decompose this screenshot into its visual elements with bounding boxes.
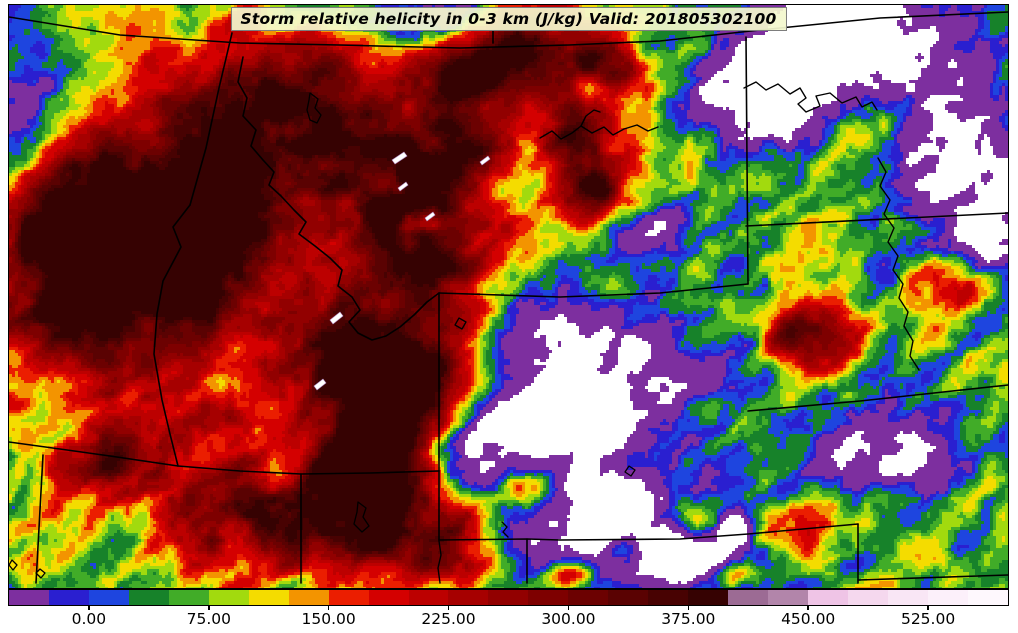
plot-title: Storm relative helicity in 0-3 km (J/kg)…	[230, 7, 787, 31]
river-missouri-mt-fork	[580, 109, 601, 127]
white-sliver	[424, 211, 436, 222]
border-wa-id-117w	[189, 32, 233, 206]
colorbar-segment	[768, 590, 809, 605]
map-panel: Storm relative helicity in 0-3 km (J/kg)…	[8, 4, 1009, 589]
state-borders	[9, 11, 1008, 584]
colorbar-tick	[208, 605, 210, 610]
colorbar-segment	[808, 590, 849, 605]
colorbar-segment	[88, 590, 129, 605]
border-41n-ut-wy-co-ne	[438, 523, 859, 541]
border-or-id-snake	[153, 204, 191, 467]
colorbar-tick-label: 75.00	[186, 610, 231, 628]
colorbar-tick-label: 225.00	[421, 610, 476, 628]
colorbar-segment	[728, 590, 769, 605]
colorbar-segment	[887, 590, 928, 605]
white-sliver	[397, 181, 409, 192]
colorbar-segment	[608, 590, 649, 605]
colorbar-segment	[848, 590, 888, 605]
rivers	[437, 81, 920, 584]
colorbar-tick-label: 300.00	[541, 610, 596, 628]
lakes	[9, 92, 636, 579]
river-missouri-nd	[743, 81, 878, 113]
white-sliver	[313, 378, 327, 391]
colorbar-segment	[368, 590, 409, 605]
colorbar-tick-label: 0.00	[71, 610, 107, 628]
colorbar-tick	[927, 605, 929, 610]
colorbar-tick-label: 150.00	[301, 610, 356, 628]
colorbar-tick	[88, 605, 90, 610]
colorbar-segment	[648, 590, 689, 605]
colorbar-segment	[688, 590, 729, 605]
colorbar-segment	[967, 590, 1008, 605]
river-green-river	[437, 540, 442, 584]
border-ca-nv-120w	[35, 454, 44, 584]
colorbar-segment	[488, 590, 529, 605]
colorbar-tick-label: 525.00	[900, 610, 956, 628]
colorbar-tick	[687, 605, 690, 610]
river-missouri-sd	[877, 157, 920, 371]
border-mt-id-bitterroot	[237, 56, 440, 341]
lake-great-salt-lake	[353, 501, 370, 533]
colorbar-segment	[568, 590, 609, 605]
white-sliver	[479, 155, 491, 166]
border-mt-wy-45n	[438, 283, 749, 298]
colorbar-segment	[288, 590, 329, 605]
map-overlay	[9, 11, 1008, 584]
colorbar	[8, 589, 1009, 606]
colorbar-segment	[208, 590, 249, 605]
lake-flathead-lake	[306, 92, 322, 124]
border-ne-ks-40n	[857, 574, 1008, 581]
colorbar-segment	[448, 590, 489, 605]
lake-se-wy-lake	[624, 465, 636, 477]
lake-walker-lake	[35, 568, 46, 579]
colorbar-tick	[327, 605, 330, 610]
border-nd-sd	[745, 212, 1008, 227]
colorbar-segment	[128, 590, 169, 605]
colorbar-tick	[567, 605, 570, 610]
white-sliver	[329, 311, 344, 325]
border-sd-ne-43n	[747, 384, 1008, 412]
colorbar-tick	[807, 605, 809, 610]
border-canada-49n	[9, 11, 1008, 49]
colorbar-segment	[9, 590, 49, 605]
colorbar-segment	[408, 590, 449, 605]
border-mt-nd-104w	[745, 36, 749, 285]
colorbar-segment	[48, 590, 89, 605]
colorbar-segment	[168, 590, 209, 605]
lake-yellowstone-lake	[454, 317, 467, 330]
river-small-river	[501, 521, 509, 538]
lake-pyramid-lake	[9, 559, 18, 571]
colorbar-segment	[927, 590, 968, 605]
river-missouri-mt	[539, 124, 659, 140]
colorbar-tick-label: 450.00	[781, 610, 836, 628]
colorbar-segment	[328, 590, 369, 605]
offscale-white-patches	[313, 151, 491, 391]
colorbar-segment	[528, 590, 569, 605]
colorbar-tick	[447, 605, 450, 610]
border-42n-nv-ut-id	[9, 441, 440, 475]
colorbar-tick-label: 375.00	[661, 610, 716, 628]
colorbar-segment	[248, 590, 289, 605]
white-sliver	[391, 151, 408, 165]
